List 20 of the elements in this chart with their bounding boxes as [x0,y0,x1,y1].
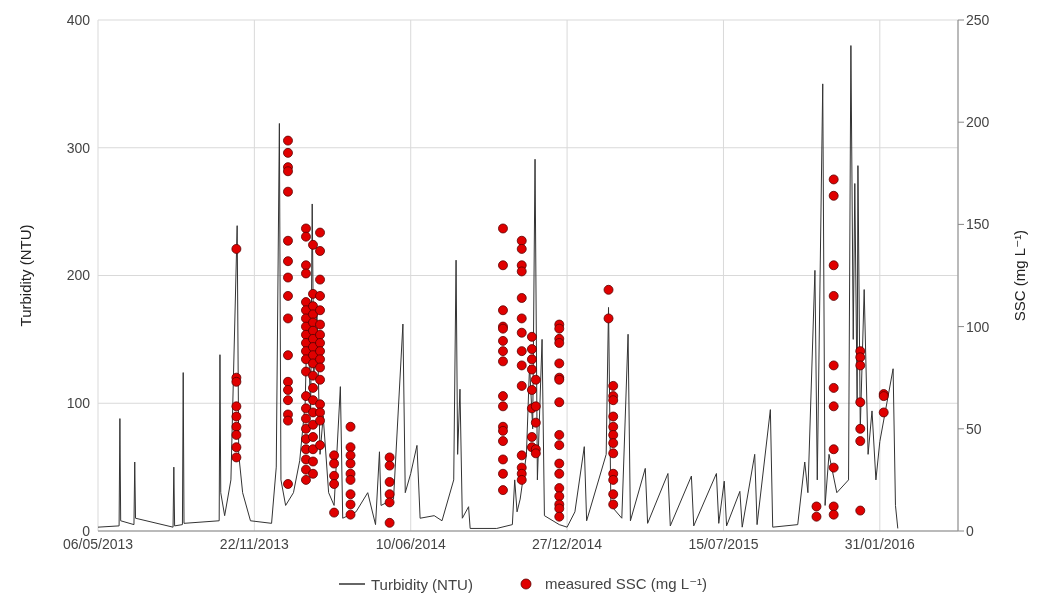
legend-label: Turbidity (NTU) [370,575,473,593]
line-series [98,45,899,529]
y-axis-title: Turbidity (NTU) [17,224,35,327]
y2-tick-label: 200 [966,114,990,131]
y2-tick-label: 0 [966,522,974,539]
y2-tick-label: 100 [966,318,990,335]
y-tick-label: 400 [66,11,91,28]
y2-tick-label: 250 [966,11,990,28]
legend-label: measured SSC (mg L⁻¹) [544,575,708,593]
x-tick-label: 27/12/2014 [532,535,603,552]
y-tick-label: 100 [66,395,91,412]
y2-axis-title: SSC (mg L⁻¹) [1011,229,1029,322]
x-tick-label: 10/06/2014 [375,535,446,552]
x-tick-label: 22/11/2013 [219,535,290,552]
y-tick-label: 300 [66,139,91,156]
y-tick-label: 200 [66,267,91,284]
y2-tick-label: 50 [966,420,982,437]
x-tick-label: 15/07/2015 [688,535,759,552]
y2-tick-label: 150 [966,216,990,233]
x-tick-label: 31/01/2016 [844,535,916,552]
